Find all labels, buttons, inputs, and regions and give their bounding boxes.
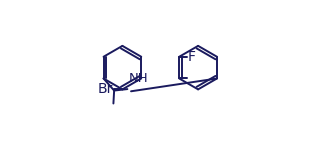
Text: F: F [187, 50, 196, 64]
Text: NH: NH [128, 72, 148, 85]
Text: Br: Br [98, 82, 113, 96]
